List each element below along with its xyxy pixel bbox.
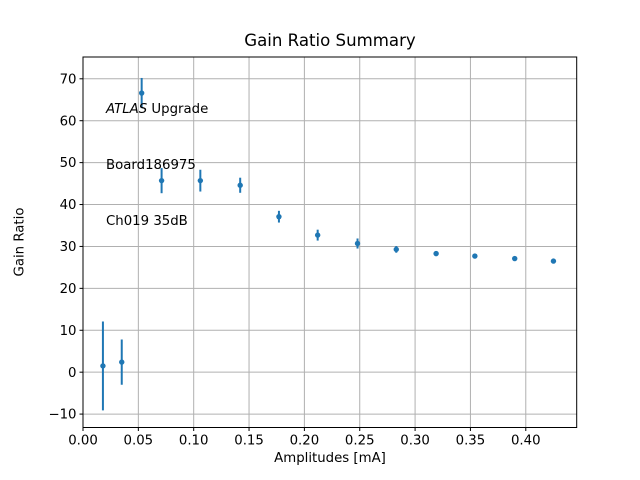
annotation-line1-rest: Upgrade bbox=[147, 102, 209, 118]
data-point-marker bbox=[237, 182, 243, 188]
data-point-marker bbox=[276, 213, 282, 220]
y-tick-label: 50 bbox=[60, 156, 77, 171]
x-tick-label: 0.30 bbox=[400, 434, 430, 449]
annotation-board: Board186975 bbox=[106, 157, 196, 173]
x-tick-label: 0.35 bbox=[456, 434, 486, 449]
x-tick-label: 0.20 bbox=[290, 434, 320, 449]
y-tick-label: 60 bbox=[60, 114, 77, 129]
x-tick-label: 0.15 bbox=[234, 434, 264, 449]
axes-frame bbox=[82, 56, 578, 428]
data-point-marker bbox=[158, 177, 165, 184]
data-point-marker bbox=[393, 246, 399, 253]
data-point-marker bbox=[314, 232, 321, 238]
data-point-marker bbox=[512, 255, 518, 262]
y-tick-label: 70 bbox=[60, 72, 77, 87]
annotation-experiment: ATLAS bbox=[106, 102, 148, 118]
x-axis-label: Amplitudes [mA] bbox=[274, 451, 386, 466]
x-tick-label: 0.10 bbox=[179, 434, 209, 449]
chart-title: Gain Ratio Summary bbox=[244, 31, 416, 50]
y-tick-label: 10 bbox=[60, 324, 77, 339]
plot-annotation: ATLAS Upgrade Board186975 Ch019 35dB bbox=[106, 64, 208, 269]
data-point-marker bbox=[138, 90, 145, 96]
x-tick-label: 0.00 bbox=[68, 434, 98, 449]
data-point-marker bbox=[433, 250, 439, 257]
annotation-line-1: ATLAS Upgrade bbox=[106, 101, 208, 120]
y-tick-label: 30 bbox=[60, 240, 77, 255]
y-tick-label: 0 bbox=[68, 366, 76, 381]
y-tick-label: −10 bbox=[48, 408, 76, 423]
data-point-marker bbox=[550, 258, 557, 264]
y-axis-label: Gain Ratio bbox=[12, 207, 28, 277]
x-tick-label: 0.25 bbox=[345, 434, 375, 449]
data-point-marker bbox=[354, 240, 361, 247]
x-tick-label: 0.40 bbox=[511, 434, 541, 449]
annotation-channel: Ch019 35dB bbox=[106, 213, 188, 229]
data-point-marker bbox=[119, 359, 125, 365]
x-tick-label: 0.05 bbox=[124, 434, 154, 449]
y-tick-label: 40 bbox=[60, 198, 77, 213]
data-point-marker bbox=[100, 363, 106, 369]
data-point-marker bbox=[472, 253, 478, 259]
data-point-marker bbox=[197, 177, 204, 184]
y-tick-label: 20 bbox=[60, 282, 77, 297]
